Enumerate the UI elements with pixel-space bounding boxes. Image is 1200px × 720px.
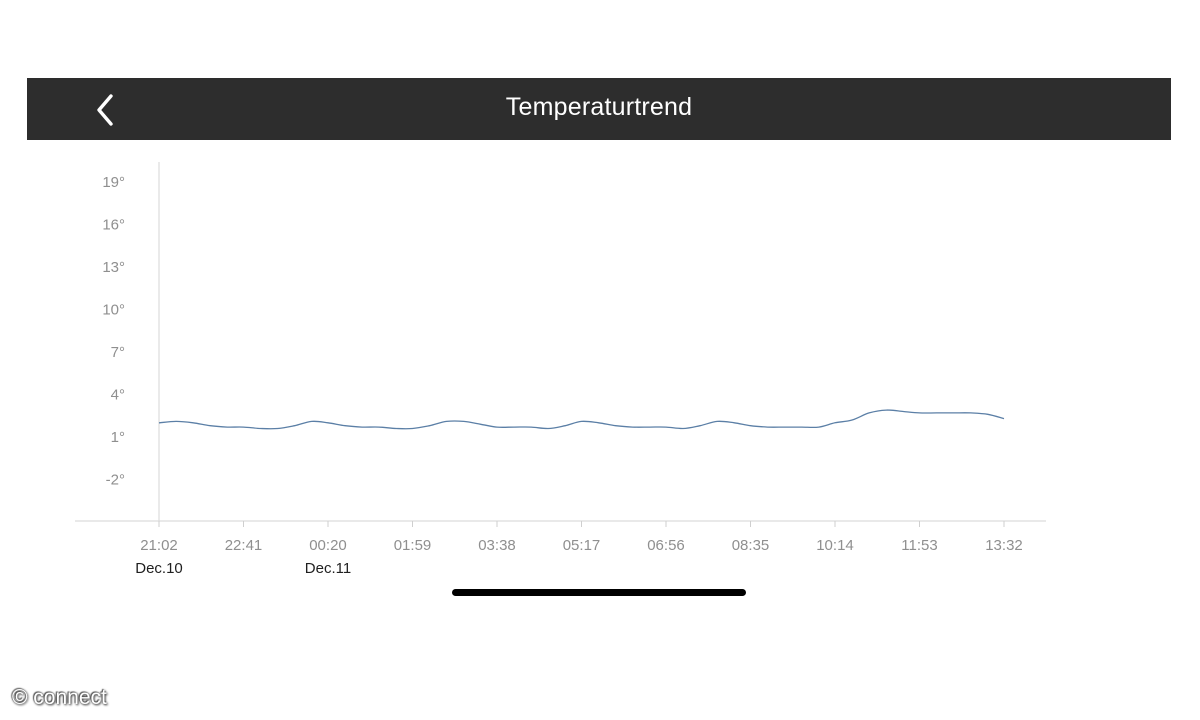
x-tick-label: 11:53	[901, 537, 937, 554]
x-tick-label: 08:35	[732, 537, 770, 554]
watermark: © connect	[12, 686, 107, 709]
x-tick-label: 00:20	[309, 537, 347, 554]
y-tick-label: 7°	[111, 344, 125, 361]
date-label: Dec.10	[135, 560, 183, 577]
chevron-left-icon	[97, 94, 113, 126]
app-header: Temperaturtrend	[27, 78, 1171, 140]
y-tick-label: -2°	[106, 472, 125, 489]
x-tick-label: 06:56	[647, 537, 685, 554]
x-tick-label: 03:38	[478, 537, 516, 554]
x-tick-label: 10:14	[816, 537, 854, 554]
page-title: Temperaturtrend	[505, 93, 693, 121]
y-tick-label: 13°	[102, 259, 125, 276]
x-tick-label: 05:17	[563, 537, 601, 554]
y-tick-label: 4°	[111, 387, 125, 404]
y-tick-label: 19°	[102, 174, 125, 191]
y-tick-label: 10°	[102, 302, 125, 319]
home-indicator[interactable]	[452, 589, 746, 596]
y-tick-label: 16°	[102, 217, 125, 234]
x-tick-label: 13:32	[985, 537, 1023, 554]
x-tick-label: 01:59	[394, 537, 432, 554]
date-label: Dec.11	[305, 560, 351, 577]
back-button[interactable]	[87, 92, 123, 128]
temperature-series-line	[158, 409, 1005, 430]
x-tick-label: 21:02	[140, 537, 178, 554]
y-tick-label: 1°	[111, 429, 125, 446]
x-tick-label: 22:41	[225, 537, 263, 554]
